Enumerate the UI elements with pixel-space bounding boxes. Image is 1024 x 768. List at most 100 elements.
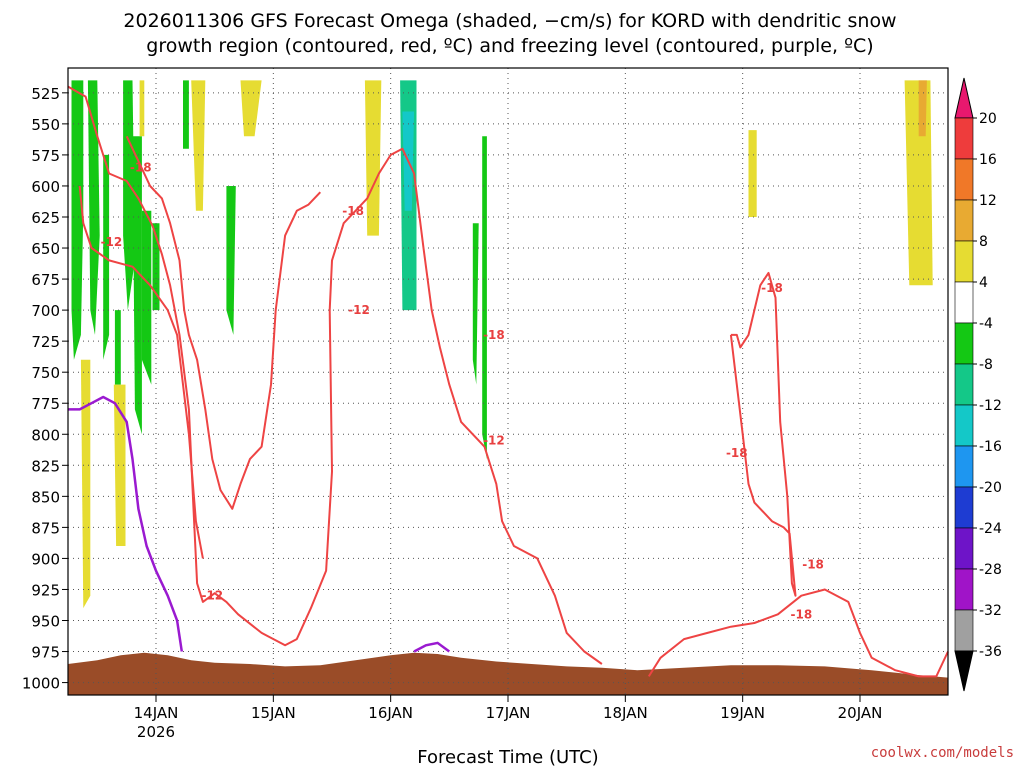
credit-text: coolwx.com/models xyxy=(871,745,1014,761)
omega-shade-16 xyxy=(240,80,262,137)
colorbar-band-7 xyxy=(954,404,974,447)
omega-shade-8 xyxy=(183,80,189,149)
omega-shade-14 xyxy=(139,80,145,137)
omega-shade-1 xyxy=(87,80,100,335)
contour-label-0: -18 xyxy=(130,160,152,174)
y-tick-label-800: 800 xyxy=(31,426,60,444)
contour-label-10: -18 xyxy=(790,607,812,621)
colorbar-label-10: -24 xyxy=(979,521,1002,537)
y-tick-label-725: 725 xyxy=(31,333,60,351)
omega-shade-0 xyxy=(71,80,84,360)
y-tick-label-700: 700 xyxy=(31,302,60,320)
contour-label-3: -12 xyxy=(348,303,370,317)
freezing-level-contour-2 xyxy=(413,641,451,653)
omega-shade-3 xyxy=(123,80,135,311)
y-tick-label-900: 900 xyxy=(31,550,60,568)
colorbar-band-11 xyxy=(954,568,974,611)
colorbar-label-12: -32 xyxy=(979,603,1002,619)
red-contour-1 xyxy=(78,185,204,559)
colorbar-bottom-arrow xyxy=(954,650,974,692)
y-tick-label-575: 575 xyxy=(31,147,60,165)
x-tick-label-0: 14JAN xyxy=(134,704,179,722)
y-tick-label-850: 850 xyxy=(31,488,60,506)
x-tick-label-2: 16JAN xyxy=(368,704,413,722)
y-tick-label-675: 675 xyxy=(31,271,60,289)
omega-shade-18 xyxy=(748,130,757,217)
contour-label-5: -12 xyxy=(483,433,505,447)
colorbar-band-2 xyxy=(954,199,974,242)
omega-shade-11 xyxy=(482,136,487,460)
colorbar-band-5 xyxy=(954,322,974,365)
colorbar-band-9 xyxy=(954,486,974,529)
y-tick-label-625: 625 xyxy=(31,209,60,227)
colorbar-band-1 xyxy=(954,158,974,201)
colorbar-label-4: 4 xyxy=(979,275,988,291)
contour-label-7: -18 xyxy=(761,281,783,295)
y-tick-label-650: 650 xyxy=(31,240,60,258)
contour-label-8: -18 xyxy=(726,446,748,460)
colorbar-label-0: 20 xyxy=(979,111,997,127)
y-tick-label-550: 550 xyxy=(31,116,60,134)
colorbar-label-7: -12 xyxy=(979,398,1002,414)
y-tick-label-950: 950 xyxy=(31,613,60,631)
y-tick-label-825: 825 xyxy=(31,457,60,475)
colorbar-band-4 xyxy=(954,281,974,324)
omega-shade-22 xyxy=(113,384,126,546)
omega-shade-7 xyxy=(114,310,121,385)
colorbar-top-arrow xyxy=(954,77,974,119)
x-tick-label-1: 15JAN xyxy=(251,704,296,722)
y-axis-ticks: 525 550 575 600 625 650 675 700 725 750 775 800 825 8… xyxy=(22,85,68,693)
x-tick-label-5: 19JAN xyxy=(720,704,765,722)
omega-shade-4 xyxy=(132,136,142,435)
y-tick-label-1000: 1000 xyxy=(22,675,60,693)
y-tick-label-975: 975 xyxy=(31,644,60,662)
omega-shade-10 xyxy=(472,223,479,385)
colorbar-band-3 xyxy=(954,240,974,283)
contour-label-9: -18 xyxy=(802,558,824,572)
omega-shade-19 xyxy=(904,80,933,286)
y-tick-label-750: 750 xyxy=(31,364,60,382)
x-axis-label: Forecast Time (UTC) xyxy=(417,747,598,768)
x-tick-label-3: 17JAN xyxy=(486,704,531,722)
colorbar-label-13: -36 xyxy=(979,644,1002,660)
plot-area: -18 -12 -18 -12 -18 -12 -12 -18 -18 -18 -18 xyxy=(67,67,949,696)
colorbar-label-6: -8 xyxy=(979,357,993,373)
omega-shade-20 xyxy=(918,80,927,137)
contours xyxy=(67,85,949,678)
colorbar-label-11: -28 xyxy=(979,562,1002,578)
freezing-level-contour xyxy=(68,395,184,652)
y-tick-label-925: 925 xyxy=(31,581,60,599)
colorbar-label-5: -4 xyxy=(979,316,993,332)
contour-label-2: -18 xyxy=(342,204,364,218)
omega-shade-9 xyxy=(226,186,236,335)
colorbar-band-10 xyxy=(954,527,974,570)
colorbar-label-9: -20 xyxy=(979,480,1002,496)
red-contour-4 xyxy=(647,588,949,678)
colorbar-band-12 xyxy=(954,609,974,652)
grid-lines xyxy=(68,68,948,695)
y-tick-label-775: 775 xyxy=(31,395,60,413)
colorbar-label-8: -16 xyxy=(979,439,1002,455)
x-tick-label-6: 20JAN xyxy=(838,704,883,722)
x-tick-label-4: 18JAN xyxy=(603,704,648,722)
contour-label-6: -12 xyxy=(201,589,223,603)
chart-title-line-1: 2026011306 GFS Forecast Omega (shaded, −… xyxy=(123,10,896,32)
colorbar: 20 16 12 8 4 -4 -8 -12 -16 -20 -24 -28 -32 -36 xyxy=(954,77,1002,692)
contour-labels: -18 -12 -18 -12 -18 -12 -12 -18 -18 -18 -18 xyxy=(101,160,824,621)
omega-shade-6 xyxy=(152,223,160,311)
omega-shade-21 xyxy=(80,359,91,609)
omega-shade-15 xyxy=(191,80,206,211)
chart-title-line-2: growth region (contoured, red, ºC) and f… xyxy=(146,35,873,57)
omega-shade-17 xyxy=(364,80,382,236)
contour-label-4: -18 xyxy=(483,328,505,342)
y-tick-label-600: 600 xyxy=(31,178,60,196)
x-tick-sublabel-0: 2026 xyxy=(137,723,175,741)
y-tick-label-875: 875 xyxy=(31,519,60,537)
y-tick-label-525: 525 xyxy=(31,85,60,103)
colorbar-label-2: 12 xyxy=(979,193,997,209)
contour-label-1: -12 xyxy=(101,235,123,249)
red-contour-3 xyxy=(729,271,797,597)
colorbar-label-1: 16 xyxy=(979,152,997,168)
colorbar-band-8 xyxy=(954,445,974,488)
